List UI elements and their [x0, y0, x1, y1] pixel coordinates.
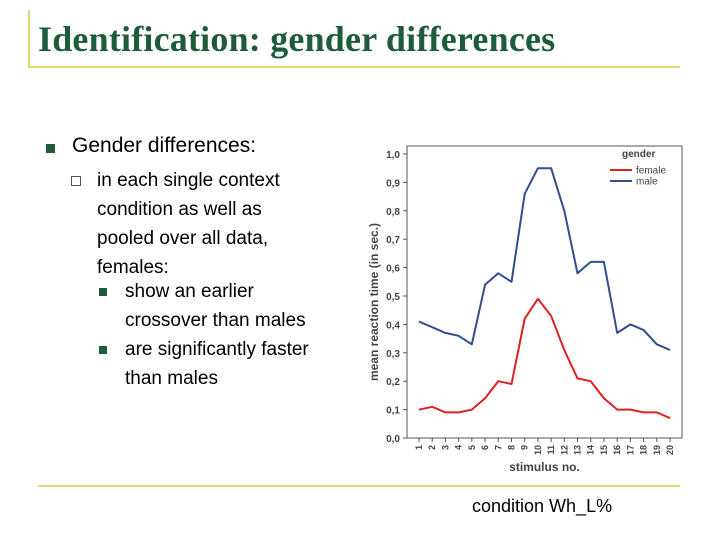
title-accent-rule — [28, 66, 680, 68]
sub-sub-bullet-1-line-2: crossover than males — [125, 310, 306, 331]
hollow-square-bullet-icon — [71, 176, 81, 186]
legend-title: gender — [622, 149, 655, 160]
sub-sub-bullet-1-line-1: show an earlier — [125, 281, 254, 302]
x-tick-label: 8 — [506, 445, 516, 450]
x-tick-label: 9 — [520, 445, 530, 450]
y-tick-label: 0,1 — [386, 406, 400, 417]
series-line-male — [418, 167, 671, 351]
x-tick-label: 12 — [559, 445, 569, 455]
title-accent-vertical — [28, 10, 30, 68]
y-tick-label: 0,3 — [386, 349, 400, 360]
x-tick-label: 3 — [440, 445, 450, 450]
x-tick-label: 18 — [639, 445, 649, 455]
sub-sub-bullet-2-line-2: than males — [125, 368, 218, 389]
y-tick-label: 0,7 — [386, 235, 400, 246]
bullet-square-icon — [46, 144, 55, 153]
slide-title: Identification: gender differences — [38, 19, 556, 59]
x-axis-label: stimulus no. — [509, 460, 580, 474]
x-tick-label: 6 — [480, 445, 490, 450]
x-tick-label: 13 — [573, 445, 583, 455]
y-tick-label: 0,4 — [386, 320, 400, 331]
sub-bullet-line-4: females: — [97, 257, 169, 278]
y-tick-label: 0,2 — [386, 377, 400, 388]
x-tick-label: 14 — [586, 445, 596, 455]
x-tick-label: 7 — [493, 445, 503, 450]
footer-rule — [38, 485, 680, 487]
y-tick-label: 0,6 — [386, 264, 400, 275]
x-tick-label: 10 — [533, 445, 543, 455]
y-tick-label: 0,0 — [386, 434, 400, 445]
x-tick-label: 20 — [665, 445, 675, 455]
y-tick-label: 1,0 — [386, 150, 400, 161]
plot-frame — [406, 145, 683, 439]
legend-label-female: female — [636, 166, 666, 177]
sub-sub-bullet-2-line-1: are significantly faster — [125, 339, 309, 360]
legend-label-male: male — [636, 177, 658, 188]
sub-bullet-line-2: condition as well as — [97, 199, 262, 220]
x-tick-label: 4 — [454, 445, 464, 450]
x-tick-label: 5 — [467, 445, 477, 450]
sub-bullet-line-1: in each single context — [97, 170, 280, 191]
x-tick-label: 1 — [414, 445, 424, 450]
y-tick-label: 0,8 — [386, 207, 400, 218]
bullet-square-icon — [99, 346, 107, 354]
y-tick-label: 0,9 — [386, 178, 400, 189]
x-tick-label: 19 — [652, 445, 662, 455]
bullet-gender-differences: Gender differences: — [72, 134, 257, 157]
sub-bullet-line-3: pooled over all data, — [97, 228, 269, 249]
x-tick-label: 17 — [625, 445, 635, 455]
x-tick-label: 16 — [612, 445, 622, 455]
x-tick-label: 11 — [546, 445, 556, 455]
series-line-female — [418, 297, 671, 420]
footer-condition-label: condition Wh_L% — [472, 496, 613, 516]
reaction-time-chart: 0,00,10,20,30,40,50,60,70,80,91,01 2 3 4 5 6 7… — [367, 145, 683, 474]
x-tick-label: 15 — [599, 445, 609, 455]
y-axis-label: mean reaction time (in sec.) — [367, 223, 381, 381]
x-tick-label: 2 — [427, 445, 437, 450]
y-tick-label: 0,5 — [386, 292, 400, 303]
bullet-square-icon — [99, 288, 107, 296]
